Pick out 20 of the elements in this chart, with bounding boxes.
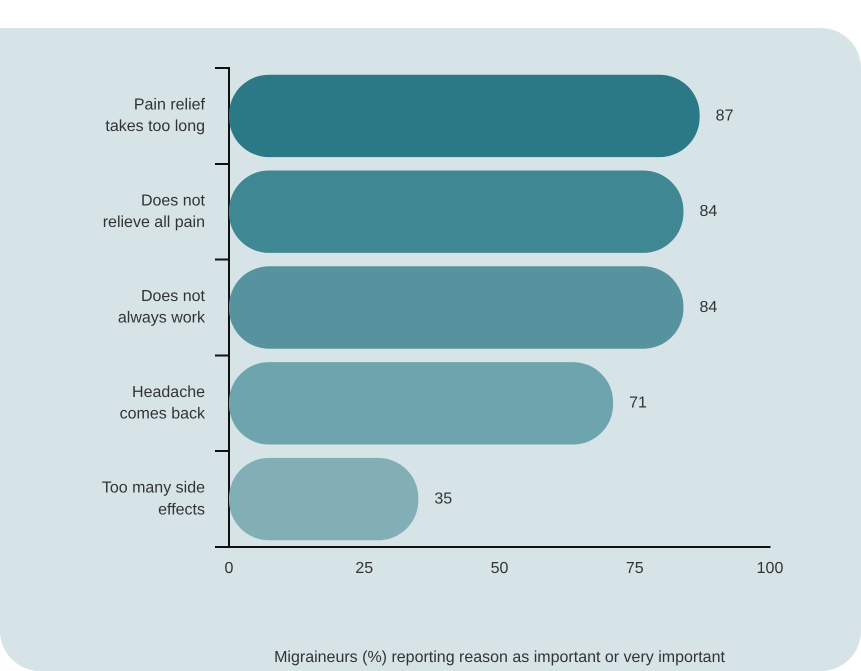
bar	[229, 266, 684, 349]
y-tick-label: Headache comes back	[120, 384, 206, 423]
x-tick-label: 50	[490, 560, 508, 578]
bar	[229, 170, 684, 253]
x-tick-label: 100	[756, 560, 784, 578]
data-label: 35	[434, 490, 452, 508]
x-axis-title: Migraineurs (%) reporting reason as important or very important	[274, 648, 726, 666]
y-tick-label: Too many side effects	[102, 480, 206, 518]
y-tick-label: Does not always work	[118, 288, 206, 327]
bar	[229, 74, 700, 158]
x-tick-label: 75	[626, 560, 644, 578]
x-tick-label: 25	[355, 560, 374, 578]
x-tick-label: 0	[224, 560, 234, 578]
bar	[229, 362, 614, 444]
y-tick-label: Pain relief takes too long	[105, 96, 206, 136]
data-label: 84	[699, 203, 718, 220]
data-label: 87	[716, 107, 734, 124]
data-label: 71	[629, 394, 648, 412]
y-tick-label: Does not relieve all pain	[102, 192, 206, 231]
data-label: 84	[699, 298, 718, 316]
